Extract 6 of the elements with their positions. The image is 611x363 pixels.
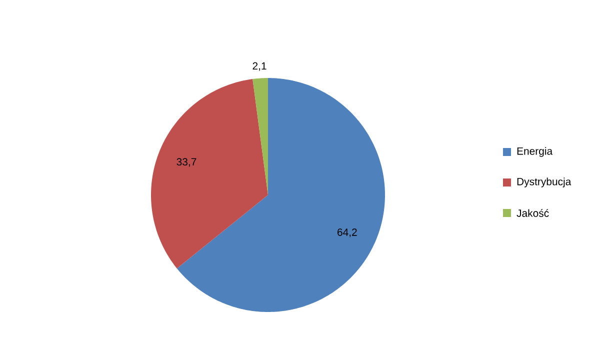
legend-label: Jakość (516, 209, 549, 217)
data-label: 33,7 (176, 158, 196, 167)
data-label: 64,2 (338, 228, 357, 238)
legend-label: Energia (517, 147, 553, 157)
legend-label: Dystrybucja (517, 178, 572, 188)
data-label: 2,1 (252, 62, 266, 71)
